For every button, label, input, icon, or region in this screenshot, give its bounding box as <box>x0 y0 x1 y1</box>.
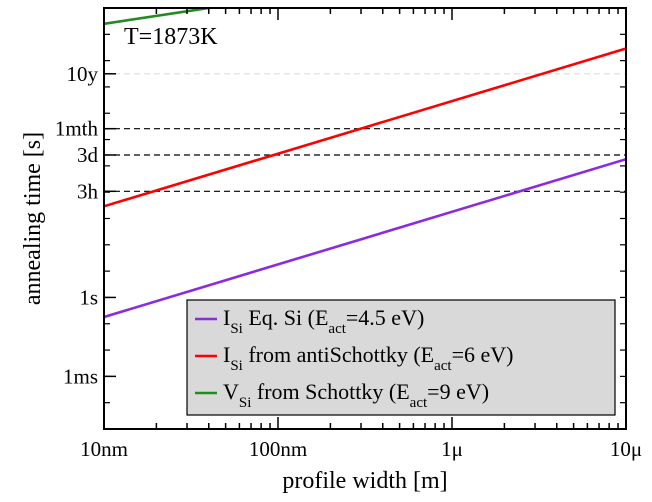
x-tick-label: 10μ <box>610 437 642 461</box>
x-tick-label: 1μ <box>441 437 463 461</box>
legend-label-3: VSi from Schottky (Eact=9 eV) <box>223 379 489 411</box>
legend-box <box>186 299 616 416</box>
series-line-1 <box>104 157 626 319</box>
x-tick-label: 100nm <box>249 437 307 461</box>
temperature-annotation: T=1873K <box>124 24 218 50</box>
y-tick-label: 3h <box>77 179 99 203</box>
legend-label-2: ISi from antiSchottky (Eact=6 eV) <box>223 342 513 374</box>
y-tick-label: 3d <box>77 143 99 167</box>
series-line-3 <box>104 8 218 26</box>
series-group <box>104 8 626 319</box>
y-tick-label: 1s <box>79 285 98 309</box>
y-tick-label: 1mth <box>55 117 99 141</box>
series-line-2 <box>104 47 626 208</box>
y-axis-title: annealing time [s] <box>20 132 46 305</box>
x-axis-title: profile width [m] <box>282 468 447 494</box>
y-tick-label: 10y <box>67 62 99 86</box>
x-tick-label: 10nm <box>80 437 128 461</box>
legend: ISi Eq. Si (Eact=4.5 eV) ISi from antiSch… <box>186 299 616 416</box>
y-tick-label: 1ms <box>63 364 98 388</box>
legend-label-1: ISi Eq. Si (Eact=4.5 eV) <box>223 305 424 337</box>
